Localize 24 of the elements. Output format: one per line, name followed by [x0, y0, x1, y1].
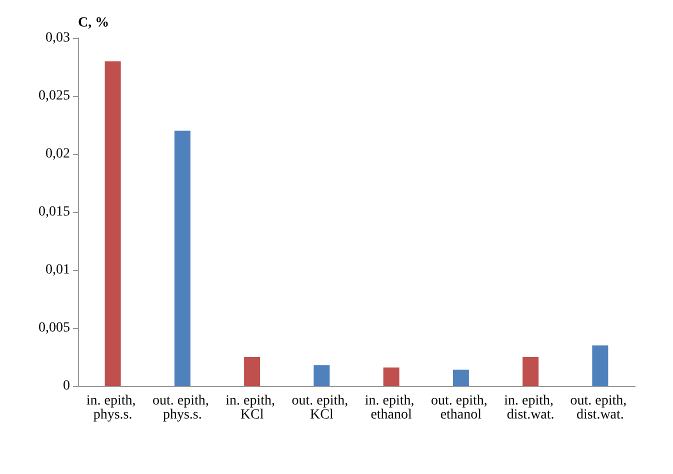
x-tick-label: out. epith, phys.s.	[152, 394, 212, 422]
y-tick-label: 0,02	[46, 146, 70, 162]
y-tick-label: 0,015	[38, 204, 70, 220]
x-tick-label: in. epith, phys.s.	[86, 394, 140, 422]
y-tick-label: 0,025	[38, 88, 70, 104]
y-tick-label: 0	[63, 378, 70, 394]
x-tick-label: in. epith, KCl	[226, 394, 279, 422]
x-tick-label: in. epith, ethanol	[364, 394, 418, 422]
x-tick-label: in. epith, dist.wat.	[504, 394, 558, 422]
bar	[592, 345, 608, 386]
bar	[383, 367, 400, 386]
bar	[174, 130, 190, 386]
bar	[104, 61, 121, 386]
bar	[452, 370, 469, 386]
y-tick-label: 0,03	[46, 30, 70, 46]
x-tick-label: out. epith, dist.wat.	[570, 394, 630, 422]
y-tick-label: 0,005	[38, 320, 70, 336]
bar	[314, 365, 330, 386]
bar	[522, 357, 539, 386]
y-tick-label: 0,01	[46, 262, 70, 278]
x-tick-label: out. epith, KCl	[292, 394, 352, 422]
y-axis-title: C, %	[78, 16, 110, 30]
bar	[244, 357, 260, 386]
x-tick-label: out. epith, ethanol	[430, 394, 491, 422]
